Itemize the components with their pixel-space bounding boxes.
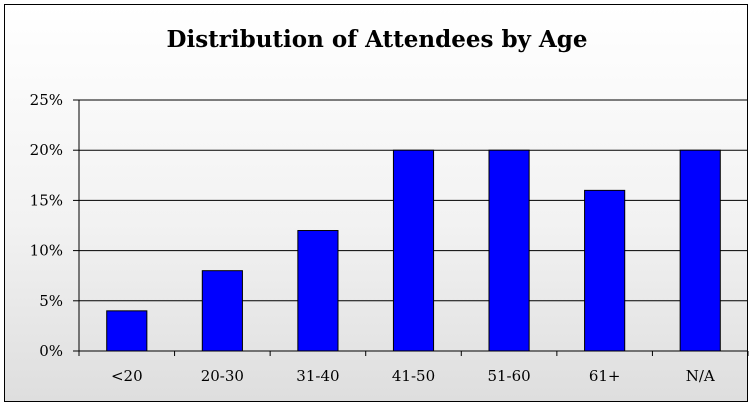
y-tick-labels: 0% 5% 10% 15% 20% 25% bbox=[30, 91, 63, 360]
y-tick-label: 0% bbox=[39, 342, 63, 360]
x-tick-label: 20-30 bbox=[201, 367, 244, 385]
y-tick-label: 25% bbox=[30, 91, 63, 109]
x-tick-label: 41-50 bbox=[392, 367, 435, 385]
bar-31-40 bbox=[297, 230, 339, 352]
bar-61+ bbox=[584, 189, 626, 352]
bar-20-30 bbox=[201, 270, 243, 352]
x-tick-labels: <20 20-30 31-40 41-50 51-60 61+ N/A bbox=[111, 367, 715, 385]
x-tick-label: <20 bbox=[111, 367, 143, 385]
x-tick-label: 51-60 bbox=[487, 367, 530, 385]
x-tick-label: 31-40 bbox=[296, 367, 339, 385]
y-tick-label: 15% bbox=[30, 191, 63, 209]
x-tick-label: 61+ bbox=[589, 367, 621, 385]
bar-<20 bbox=[106, 310, 148, 352]
chart-title: Distribution of Attendees by Age bbox=[167, 26, 588, 53]
x-tick-label: N/A bbox=[686, 367, 715, 385]
y-tick-label: 5% bbox=[39, 292, 63, 310]
y-tick-label: 10% bbox=[30, 242, 63, 260]
bars bbox=[106, 149, 721, 352]
bar-51-60 bbox=[488, 149, 530, 352]
bar-N/A bbox=[679, 149, 721, 352]
y-tick-label: 20% bbox=[30, 141, 63, 159]
bar-41-50 bbox=[392, 149, 435, 352]
